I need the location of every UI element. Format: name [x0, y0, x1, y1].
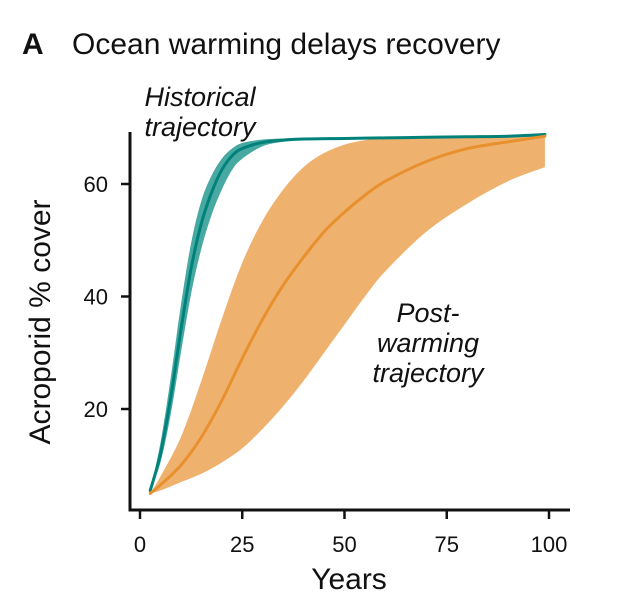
confidence-band-post-warming: [150, 134, 545, 494]
x-tick-label: 75: [435, 532, 459, 557]
chart-title: Ocean warming delays recovery: [72, 28, 501, 61]
mean-line-historical: [148, 133, 547, 493]
axes: [128, 132, 570, 512]
y-tick-label: 40: [84, 285, 108, 310]
x-tick-label: 25: [230, 532, 254, 557]
x-axis-label: Years: [311, 563, 387, 596]
mean-lines: [148, 133, 547, 495]
y-tick-label: 60: [84, 172, 108, 197]
post-warming-label-line-1: Post-: [396, 298, 459, 328]
ticks: 0 25 50 75 100 20 40 60: [84, 172, 568, 557]
historical-label-line-1: Historical: [144, 82, 256, 112]
x-tick-label: 50: [332, 532, 356, 557]
x-tick-label: 100: [531, 532, 568, 557]
y-axis-label: Acroporid % cover: [24, 199, 57, 444]
annotations: HistoricaltrajectoryPost-warmingtrajecto…: [144, 82, 485, 388]
confidence-bands: [150, 133, 545, 494]
mean-line-post-warming: [148, 134, 547, 495]
y-tick-label: 20: [84, 397, 108, 422]
historical-label-line-2: trajectory: [144, 112, 257, 142]
post-warming-label-line-2: warming: [377, 328, 479, 358]
post-warming-label-line-3: trajectory: [372, 358, 485, 388]
panel-letter: A: [22, 28, 44, 61]
x-tick-label: 0: [134, 532, 146, 557]
